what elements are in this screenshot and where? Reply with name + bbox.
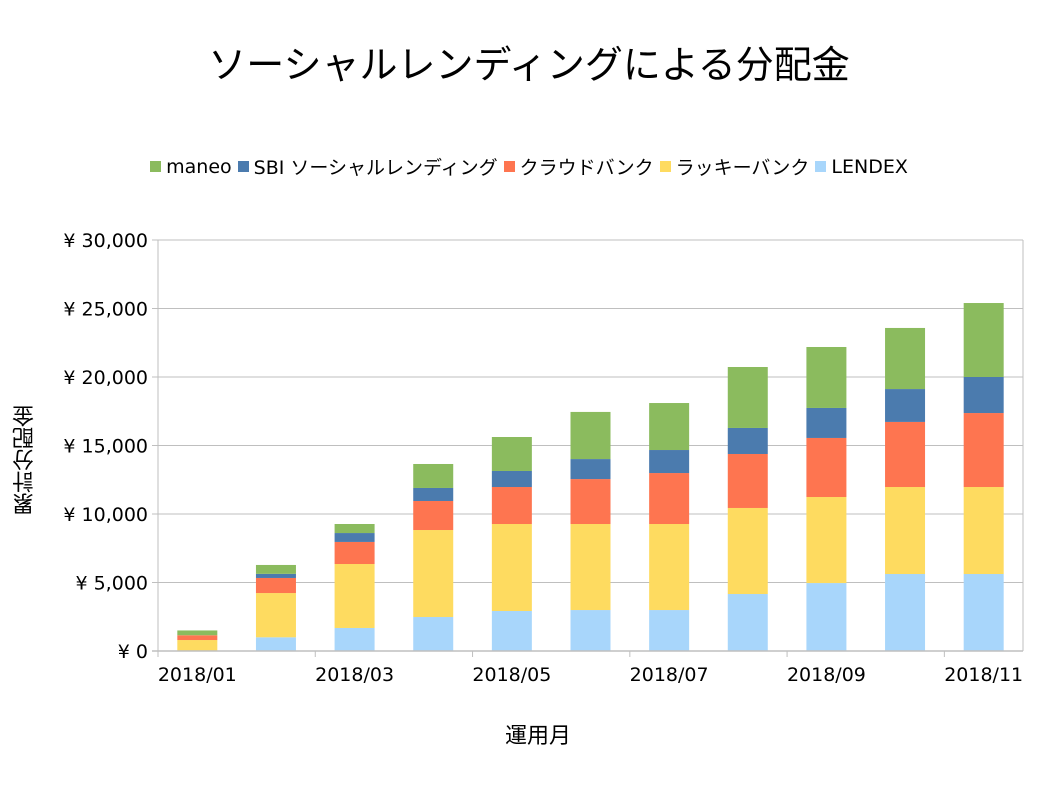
x-axis-label: 運用月	[504, 724, 571, 749]
bar-segment	[885, 421, 926, 488]
bar-segment	[491, 487, 532, 525]
bar-segment	[806, 583, 847, 651]
bar-segment	[963, 487, 1004, 575]
bar-segment	[334, 627, 375, 651]
bar-segment	[885, 574, 926, 651]
bar-segment	[177, 630, 218, 636]
bar-segment	[963, 377, 1004, 414]
bar-segment	[413, 500, 454, 531]
bar-segment	[727, 453, 768, 508]
bar-segment	[570, 479, 611, 525]
y-tick-label: ¥ 0	[118, 641, 148, 663]
bar-segment	[570, 524, 611, 611]
bar-segment	[649, 473, 690, 525]
bar-segment	[885, 487, 926, 575]
bar-segment	[649, 450, 690, 474]
bar-segment	[963, 413, 1004, 488]
bar-segment	[255, 573, 296, 578]
bar-segment	[177, 635, 218, 641]
y-tick-label: ¥ 10,000	[63, 504, 148, 526]
bar-segment	[727, 507, 768, 595]
bar-segment	[413, 487, 454, 501]
bar-segment	[334, 541, 375, 565]
bar-segment	[727, 366, 768, 428]
legend-label: LENDEX	[831, 155, 908, 178]
bar-segment	[491, 524, 532, 611]
bar-segment	[885, 327, 926, 390]
y-tick-label: ¥ 30,000	[63, 230, 148, 252]
bar-segment	[491, 437, 532, 471]
y-tick-label: ¥ 25,000	[63, 299, 148, 321]
y-tick-label: ¥ 5,000	[75, 573, 148, 595]
bar-segment	[334, 564, 375, 628]
bar-segment	[963, 303, 1004, 377]
bar-segment	[570, 411, 611, 460]
legend-label: ラッキーバンク	[675, 157, 810, 179]
legend-label: maneo	[166, 155, 232, 178]
y-tick-label: ¥ 20,000	[63, 367, 148, 389]
bar-segment	[806, 497, 847, 584]
x-tick-label: 2018/03	[315, 664, 394, 686]
bar-segment	[255, 637, 296, 651]
x-tick-label: 2018/09	[787, 664, 866, 686]
bar-segment	[806, 407, 847, 438]
bar-segment	[334, 524, 375, 534]
bar-segment	[649, 524, 690, 611]
bar-segment	[177, 640, 218, 651]
legend-swatch	[237, 161, 249, 172]
bar-segment	[963, 574, 1004, 651]
legend-item: maneo	[150, 156, 232, 178]
bar-segment	[649, 403, 690, 451]
legend-item: クラウドバンク	[503, 153, 654, 180]
bar-segment	[413, 530, 454, 618]
bar-segment	[334, 533, 375, 542]
bar-segment	[570, 459, 611, 480]
bar-segment	[727, 594, 768, 651]
legend-label: SBI ソーシャルレンディング	[253, 157, 498, 179]
x-tick-label: 2018/11	[944, 664, 1023, 686]
legend-swatch	[659, 161, 671, 172]
bar-segment	[885, 389, 926, 422]
bar-segment	[491, 470, 532, 488]
legend-item: ラッキーバンク	[659, 153, 810, 180]
legend-swatch	[503, 161, 515, 172]
bar-segment	[413, 617, 454, 651]
bar-segment	[727, 427, 768, 454]
legend: maneo SBI ソーシャルレンディング クラウドバンク ラッキーバンク LENDEX	[0, 153, 1058, 180]
bar-segment	[255, 564, 296, 574]
y-tick-label: ¥ 15,000	[63, 436, 148, 458]
y-axis-label: 累計分配金	[13, 405, 38, 515]
legend-swatch	[815, 161, 827, 172]
legend-item: LENDEX	[815, 155, 908, 178]
bar-segment	[806, 437, 847, 498]
bar-segment	[413, 463, 454, 488]
legend-label: クラウドバンク	[519, 157, 654, 179]
bar-segment	[570, 610, 611, 651]
bar-segment	[255, 577, 296, 594]
bar-segment	[255, 593, 296, 638]
legend-swatch	[150, 161, 162, 172]
bar-segment	[649, 610, 690, 651]
legend-item: SBI ソーシャルレンディング	[237, 153, 498, 180]
bar-segment	[806, 346, 847, 408]
chart-title: ソーシャルレンディングによる分配金	[208, 43, 850, 87]
x-tick-label: 2018/05	[472, 664, 551, 686]
bar-segment	[491, 610, 532, 651]
x-tick-label: 2018/01	[158, 664, 237, 686]
x-tick-label: 2018/07	[630, 664, 709, 686]
